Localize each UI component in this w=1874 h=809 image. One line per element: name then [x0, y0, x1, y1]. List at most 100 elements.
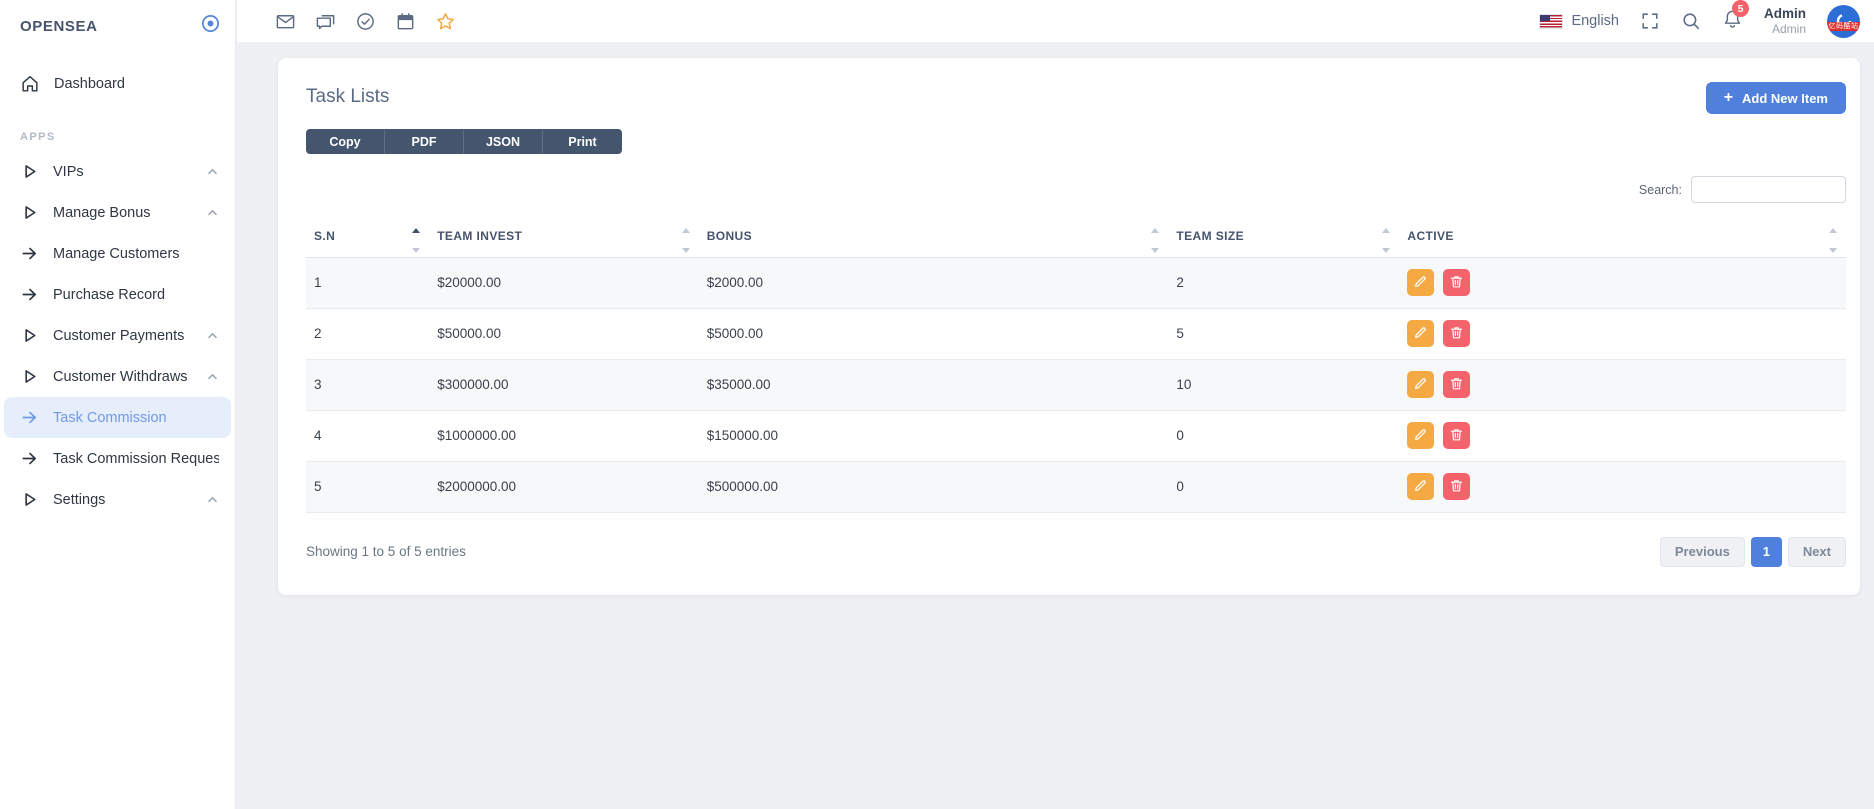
arrow-right-icon: [20, 285, 39, 304]
cell-sn: 3: [314, 377, 322, 392]
delete-button[interactable]: [1443, 371, 1471, 398]
topbar: English 5 Admin Admin 亿码酷站: [237, 0, 1874, 42]
cell-actions: [1399, 461, 1846, 512]
sidebar-item-label: Purchase Record: [53, 286, 166, 303]
column-header-bonus[interactable]: BONUS: [698, 215, 1169, 258]
sidebar-item-label: Dashboard: [54, 76, 125, 92]
arrow-right-icon: [20, 408, 39, 427]
json-button[interactable]: JSON: [464, 129, 543, 154]
cell-team-size: 2: [1176, 275, 1184, 290]
delete-button[interactable]: [1443, 422, 1471, 449]
sort-desc-icon: [1151, 248, 1160, 253]
sidebar-item-customer-withdraws[interactable]: Customer Withdraws: [4, 356, 231, 397]
sidebar-item-vips[interactable]: VIPs: [4, 151, 231, 192]
chevron-up-icon: [206, 206, 219, 219]
language-selector[interactable]: English: [1540, 13, 1619, 29]
cell-bonus: $500000.00: [706, 479, 779, 494]
pencil-icon: [1413, 325, 1428, 343]
sidebar-item-task-commission-request[interactable]: Task Commission Request: [4, 438, 231, 479]
pencil-icon: [1413, 478, 1428, 496]
print-button[interactable]: Print: [543, 129, 622, 154]
export-button-group: Copy PDF JSON Print: [306, 129, 622, 154]
column-header-active[interactable]: ACTIVE: [1399, 215, 1846, 258]
table-row: 4 $1000000.00 $150000.00 0: [306, 410, 1846, 461]
sidebar-section-apps: APPS: [20, 131, 56, 143]
avatar[interactable]: 亿码酷站: [1827, 4, 1860, 38]
column-label: BONUS: [706, 228, 753, 243]
star-icon[interactable]: [435, 11, 456, 32]
column-header-team-size[interactable]: TEAM SIZE: [1168, 215, 1400, 258]
sort-asc-icon: [1151, 228, 1160, 233]
edit-button[interactable]: [1407, 422, 1435, 449]
sort-desc-icon: [681, 248, 690, 253]
arrow-right-icon: [20, 449, 39, 468]
sidebar-item-task-commission[interactable]: Task Commission: [4, 397, 231, 438]
pencil-icon: [1413, 274, 1428, 292]
sidebar-item-settings[interactable]: Settings: [4, 479, 231, 520]
user-name: Admin: [1764, 5, 1806, 21]
trash-icon: [1449, 427, 1464, 445]
next-page-button[interactable]: Next: [1787, 536, 1846, 567]
sidebar-toggle-button[interactable]: [200, 13, 221, 39]
add-new-item-button[interactable]: + Add New Item: [1705, 82, 1846, 114]
chevron-up-icon: [206, 370, 219, 383]
search-input[interactable]: [1691, 176, 1846, 203]
user-role: Admin: [1771, 21, 1806, 36]
cell-actions: [1399, 410, 1846, 461]
sort-desc-icon: [1382, 248, 1391, 253]
check-circle-icon[interactable]: [355, 11, 376, 32]
page-number-button[interactable]: 1: [1750, 536, 1782, 567]
trash-icon: [1449, 325, 1464, 343]
sidebar-item-manage-bonus[interactable]: Manage Bonus: [4, 192, 231, 233]
cell-actions: [1399, 359, 1846, 410]
triangle-right-icon: [20, 203, 39, 222]
search-icon[interactable]: [1681, 11, 1701, 31]
triangle-right-icon: [20, 367, 39, 386]
search-label: Search:: [1638, 182, 1682, 197]
pdf-button[interactable]: PDF: [385, 129, 464, 154]
cell-sn: 1: [314, 275, 322, 290]
radio-target-icon: [200, 13, 221, 39]
sidebar: OPENSEA Dashboard APPS VIPs Manage Bonus…: [0, 0, 236, 809]
calendar-icon[interactable]: [395, 11, 416, 32]
edit-button[interactable]: [1407, 320, 1435, 347]
copy-button[interactable]: Copy: [306, 129, 385, 154]
sort-asc-icon: [1382, 228, 1391, 233]
home-icon: [20, 74, 40, 94]
sidebar-item-customer-payments[interactable]: Customer Payments: [4, 315, 231, 356]
delete-button[interactable]: [1443, 473, 1471, 500]
cell-team-size: 10: [1176, 377, 1192, 392]
sort-desc-icon: [412, 248, 421, 253]
sidebar-item-label: Customer Withdraws: [53, 368, 188, 385]
column-header-team-invest[interactable]: TEAM INVEST: [429, 215, 699, 258]
cell-bonus: $2000.00: [706, 275, 763, 290]
sidebar-item-manage-customers[interactable]: Manage Customers: [4, 233, 231, 274]
delete-button[interactable]: [1443, 320, 1471, 347]
sidebar-item-label: Customer Payments: [53, 327, 185, 344]
cell-bonus: $35000.00: [706, 377, 771, 392]
edit-button[interactable]: [1407, 269, 1435, 296]
column-header-sn[interactable]: S.N: [306, 215, 430, 258]
delete-button[interactable]: [1443, 269, 1471, 296]
sidebar-item-dashboard[interactable]: Dashboard: [0, 64, 235, 104]
cell-bonus: $5000.00: [706, 326, 763, 341]
chevron-up-icon: [206, 493, 219, 506]
previous-page-button[interactable]: Previous: [1659, 536, 1745, 567]
chat-icon[interactable]: [315, 11, 336, 32]
sidebar-item-purchase-record[interactable]: Purchase Record: [4, 274, 231, 315]
cell-actions: [1399, 257, 1846, 308]
edit-button[interactable]: [1407, 371, 1435, 398]
notifications-button[interactable]: 5: [1722, 0, 1749, 34]
pencil-icon: [1413, 427, 1428, 445]
edit-button[interactable]: [1407, 473, 1435, 500]
cell-sn: 4: [314, 428, 322, 443]
user-menu[interactable]: Admin Admin: [1764, 6, 1806, 37]
fullscreen-icon[interactable]: [1640, 11, 1660, 31]
notification-badge: 5: [1732, 0, 1749, 17]
sort-asc-icon: [681, 228, 690, 233]
cell-team-size: 0: [1176, 428, 1184, 443]
sidebar-item-label: Task Commission Request: [53, 450, 219, 467]
trash-icon: [1449, 478, 1464, 496]
cell-actions: [1399, 308, 1846, 359]
mail-icon[interactable]: [275, 11, 296, 32]
